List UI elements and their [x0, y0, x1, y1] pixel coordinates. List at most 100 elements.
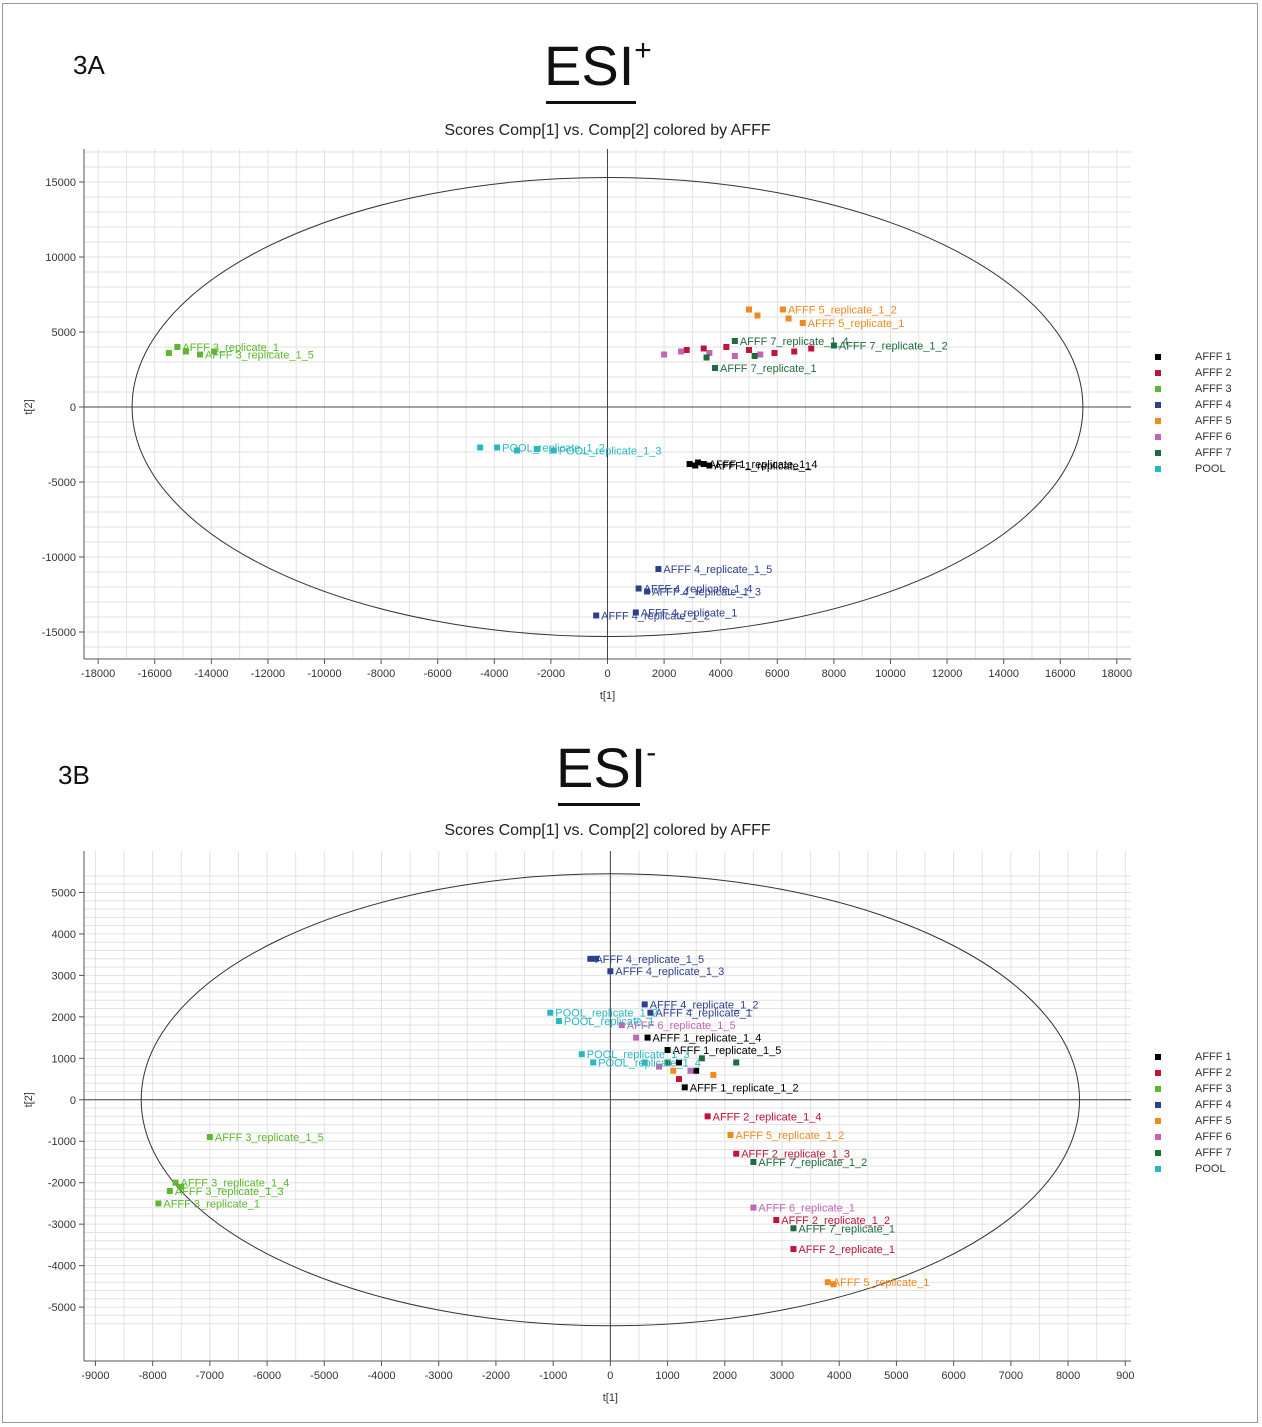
data-point: [664, 1047, 671, 1054]
y-tick-label: -10000: [42, 552, 76, 564]
point-label: AFFF 1_replicate_1_4: [653, 1033, 762, 1045]
legend-swatch: [1155, 1118, 1161, 1124]
x-tick-label: -2000: [537, 668, 565, 680]
point-label: AFFF 4_replicate_1_3: [652, 587, 761, 599]
figure-frame: [2, 3, 1258, 1423]
x-tick-label: 3000: [770, 1370, 794, 1382]
heading-text-b: ESI: [556, 736, 647, 799]
data-point: [687, 1067, 694, 1074]
data-point: [593, 955, 600, 962]
x-tick-label: -2000: [482, 1370, 510, 1382]
x-tick-label: 900: [1116, 1370, 1134, 1382]
heading-sup-a: +: [634, 34, 652, 67]
point-label: AFFF 7_replicate_1_4: [740, 336, 849, 348]
data-point: [754, 312, 761, 319]
data-point: [771, 350, 778, 356]
x-tick-label: -12000: [251, 668, 285, 680]
y-tick-label: -1000: [48, 1136, 76, 1148]
data-point: [723, 344, 730, 350]
x-tick-label: -5000: [310, 1370, 338, 1382]
data-point: [706, 350, 713, 356]
x-tick-label: -10000: [307, 668, 341, 680]
y-tick-label: 2000: [52, 1012, 76, 1024]
x-tick-label: 4000: [708, 668, 732, 680]
point-label: AFFF 4_replicate_1_5: [595, 954, 704, 966]
legend-label: AFFF 6: [1195, 1131, 1232, 1143]
x-tick-label: -6000: [424, 668, 452, 680]
data-point: [211, 348, 218, 355]
legend-swatch: [1155, 1150, 1161, 1156]
data-point: [661, 351, 668, 358]
legend-label: AFFF 7: [1195, 1147, 1232, 1159]
score-plot-esi-negative: Scores Comp[1] vs. Comp[2] colored by AF…: [23, 822, 1232, 1404]
data-point: [830, 1281, 837, 1288]
point-label: AFFF 4_replicate_1_5: [663, 564, 772, 576]
y-tick-label: -15000: [42, 627, 76, 639]
point-label: AFFF 4_replicate_1_2: [650, 999, 759, 1011]
point-label: AFFF 5_replicate_1: [808, 318, 905, 330]
legend-label: AFFF 2: [1195, 367, 1232, 379]
legend-label: AFFF 4: [1195, 399, 1232, 411]
legend-swatch: [1155, 1166, 1161, 1172]
legend-swatch: [1155, 386, 1161, 392]
legend-label: AFFF 7: [1195, 447, 1232, 459]
data-point: [165, 350, 172, 356]
x-tick-label: 12000: [932, 668, 963, 680]
legend-swatch: [1155, 418, 1161, 424]
chart-title: Scores Comp[1] vs. Comp[2] colored by AF…: [444, 122, 771, 139]
x-tick-label: 8000: [1056, 1370, 1080, 1382]
point-label: AFFF 4_replicate_1: [641, 608, 738, 620]
point-label: AFFF 4_replicate_1_4: [644, 584, 753, 596]
score-plot-esi-positive: Scores Comp[1] vs. Comp[2] colored by AF…: [23, 122, 1232, 702]
data-point: [647, 1009, 654, 1016]
legend-swatch: [1155, 1086, 1161, 1092]
data-point: [824, 1279, 831, 1286]
data-point: [477, 444, 484, 451]
legend-swatch: [1155, 1102, 1161, 1108]
point-label: AFFF 1_replicate_1_4: [709, 459, 818, 471]
x-tick-label: 10000: [875, 668, 906, 680]
point-label: AFFF 7_replicate_1: [798, 1223, 895, 1235]
data-point: [703, 354, 710, 361]
y-tick-label: 5000: [52, 327, 76, 339]
x-tick-label: 8000: [822, 668, 846, 680]
data-point: [698, 1055, 705, 1062]
point-label: AFFF 3_replicate_1_5: [215, 1132, 324, 1144]
y-tick-label: 4000: [52, 929, 76, 941]
legend-swatch: [1155, 354, 1161, 360]
point-label: POOL_replicate_1_3: [559, 446, 662, 458]
x-tick-label: -4000: [480, 668, 508, 680]
data-point: [550, 447, 557, 454]
panel-heading-b: ESI-: [556, 738, 656, 806]
data-point: [155, 1200, 162, 1207]
x-tick-label: -8000: [139, 1370, 167, 1382]
data-point: [731, 338, 738, 344]
data-point: [494, 444, 501, 451]
confidence-ellipse: [131, 177, 1084, 637]
point-label: AFFF 6_replicate_1: [758, 1203, 855, 1215]
legend-swatch: [1155, 370, 1161, 376]
data-point: [683, 347, 690, 353]
data-point: [785, 315, 792, 322]
point-label: AFFF 4_replicate_1: [655, 1008, 752, 1020]
data-point: [790, 1246, 797, 1253]
point-label: AFFF 5_replicate_1_2: [736, 1130, 845, 1142]
data-point: [178, 1183, 185, 1190]
data-point: [618, 1022, 625, 1029]
legend-swatch: [1155, 466, 1161, 472]
legend-label: AFFF 1: [1195, 1051, 1232, 1063]
data-point: [773, 1217, 780, 1224]
data-point: [700, 461, 707, 467]
data-point: [704, 1113, 711, 1120]
data-point: [693, 1067, 700, 1074]
x-tick-label: -3000: [425, 1370, 453, 1382]
data-point: [779, 306, 786, 313]
point-label: AFFF 2_replicate_1_2: [781, 1215, 890, 1227]
x-tick-label: 2000: [713, 1370, 737, 1382]
point-label: AFFF 1_replicate_1: [714, 461, 811, 473]
data-point: [830, 342, 837, 349]
data-point: [547, 1009, 554, 1016]
panel-label-b: 3B: [58, 760, 90, 790]
heading-underline-b: [558, 803, 641, 806]
data-point: [587, 955, 594, 962]
